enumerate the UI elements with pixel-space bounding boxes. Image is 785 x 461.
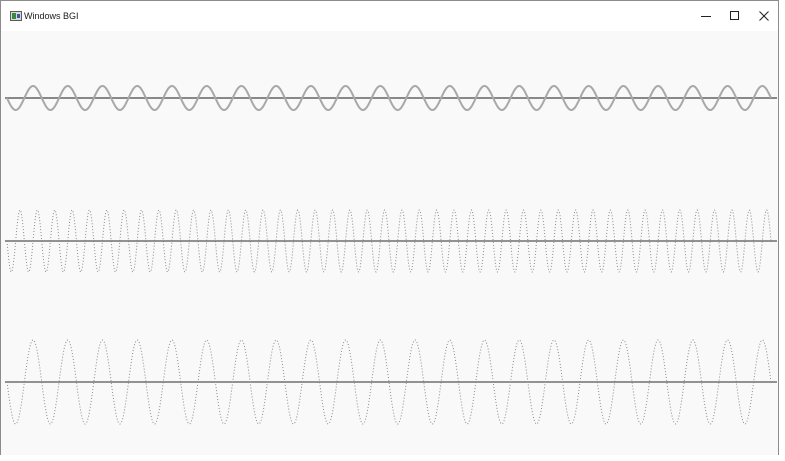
maximize-icon — [730, 11, 739, 20]
sine-wave-top-curve — [6, 84, 772, 112]
window-title: Windows BGI — [24, 11, 79, 21]
drawing-canvas — [1, 31, 778, 455]
close-icon — [759, 11, 769, 21]
maximize-button[interactable] — [720, 1, 750, 31]
close-button[interactable] — [749, 1, 779, 31]
minimize-icon — [701, 16, 711, 17]
minimize-button[interactable] — [691, 1, 721, 31]
title-bar[interactable]: Windows BGI — [1, 1, 778, 31]
app-window-icon[interactable] — [10, 11, 22, 21]
app-window: Windows BGI — [0, 0, 779, 455]
sine-wave-bottom — [5, 339, 777, 425]
sine-wave-top — [5, 84, 777, 112]
sine-wave-middle — [5, 209, 777, 273]
plot-area — [5, 84, 777, 425]
